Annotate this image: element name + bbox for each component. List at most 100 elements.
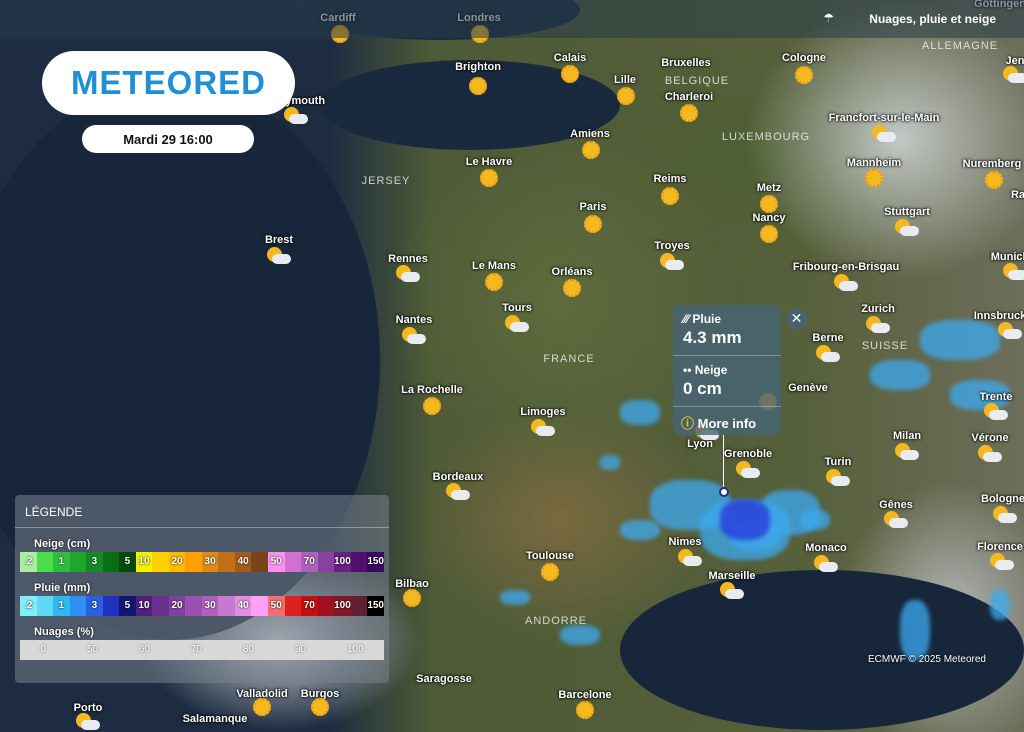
city-label[interactable]: Bologne — [981, 493, 1024, 505]
cloud-sun-icon[interactable] — [993, 506, 1017, 524]
sun-icon[interactable] — [576, 701, 594, 719]
meteored-logo[interactable]: METEORED — [42, 51, 295, 115]
cloud-sun-icon[interactable] — [531, 419, 555, 437]
cloud-sun-icon[interactable] — [1003, 263, 1024, 281]
city-label[interactable]: Mannheim — [846, 157, 902, 169]
city-label[interactable]: Nuremberg — [962, 158, 1022, 170]
city-label[interactable]: Bruxelles — [661, 57, 711, 69]
cloud-sun-icon[interactable] — [984, 403, 1008, 421]
city-label[interactable]: Cologne — [782, 52, 826, 64]
city-label[interactable]: Lyon — [687, 438, 713, 450]
sun-icon[interactable] — [403, 589, 421, 607]
city-label[interactable]: Limoges — [520, 406, 566, 418]
cloud-sun-icon[interactable] — [678, 549, 702, 567]
cloud-sun-icon[interactable] — [834, 274, 858, 292]
cloud-sun-icon[interactable] — [736, 461, 760, 479]
city-label[interactable]: Bilbao — [395, 578, 429, 590]
city-label[interactable]: Ra — [1010, 189, 1024, 201]
close-popup-button[interactable]: ✕ — [786, 308, 807, 329]
city-label[interactable]: Bordeaux — [432, 471, 484, 483]
sun-icon[interactable] — [563, 279, 581, 297]
city-label[interactable]: Nantes — [395, 314, 433, 326]
city-label[interactable]: Munich — [990, 251, 1024, 263]
cloud-sun-icon[interactable] — [872, 125, 896, 143]
city-label[interactable]: Gênes — [879, 499, 913, 511]
city-label[interactable]: Orléans — [551, 266, 593, 278]
cloud-sun-icon[interactable] — [720, 582, 744, 600]
cloud-sun-icon[interactable] — [1003, 66, 1024, 84]
city-label[interactable]: Zurich — [861, 303, 895, 315]
city-label[interactable]: Marseille — [708, 570, 756, 582]
city-label[interactable]: Rennes — [388, 253, 428, 265]
cloud-sun-icon[interactable] — [267, 247, 291, 265]
sun-icon[interactable] — [469, 77, 487, 95]
sun-icon[interactable] — [617, 87, 635, 105]
layer-selector[interactable]: Nuages, pluie et neige — [869, 12, 996, 26]
city-label[interactable]: Vérone — [971, 432, 1009, 444]
city-label[interactable]: Genève — [788, 382, 828, 394]
cloud-sun-icon[interactable] — [978, 445, 1002, 463]
location-pin[interactable] — [719, 487, 729, 497]
sun-icon[interactable] — [985, 171, 1003, 189]
cloud-sun-icon[interactable] — [895, 219, 919, 237]
city-label[interactable]: Le Mans — [471, 260, 517, 272]
city-label[interactable]: Berne — [812, 332, 844, 344]
city-label[interactable]: Toulouse — [525, 550, 575, 562]
city-label[interactable]: Turin — [824, 456, 852, 468]
cloud-sun-icon[interactable] — [76, 713, 100, 731]
cloud-sun-icon[interactable] — [814, 555, 838, 573]
sun-icon[interactable] — [865, 169, 883, 187]
city-label[interactable]: Lille — [613, 74, 637, 86]
city-label[interactable]: Monaco — [805, 542, 847, 554]
sun-icon[interactable] — [680, 104, 698, 122]
city-label[interactable]: Metz — [756, 182, 782, 194]
city-label[interactable]: Florence — [977, 541, 1023, 553]
city-label[interactable]: Brest — [264, 234, 294, 246]
cloud-sun-icon[interactable] — [505, 315, 529, 333]
city-label[interactable]: Troyes — [654, 240, 690, 252]
city-label[interactable]: Charleroi — [664, 91, 714, 103]
sun-icon[interactable] — [311, 698, 329, 716]
sun-icon[interactable] — [485, 273, 503, 291]
city-label[interactable]: Nimes — [668, 536, 702, 548]
date-time-display[interactable]: Mardi 29 16:00 — [82, 125, 254, 153]
sun-icon[interactable] — [480, 169, 498, 187]
cloud-sun-icon[interactable] — [884, 511, 908, 529]
city-label[interactable]: Fribourg-en-Brisgau — [792, 261, 900, 273]
cloud-sun-icon[interactable] — [816, 345, 840, 363]
city-label[interactable]: Innsbruck — [973, 310, 1024, 322]
city-label[interactable]: Grenoble — [723, 448, 773, 460]
cloud-sun-icon[interactable] — [402, 327, 426, 345]
city-label[interactable]: Trente — [979, 391, 1013, 403]
city-label[interactable]: Francfort-sur-le-Main — [828, 112, 940, 124]
cloud-sun-icon[interactable] — [895, 443, 919, 461]
more-info-link[interactable]: ⓘ More info — [673, 407, 781, 438]
sun-icon[interactable] — [423, 397, 441, 415]
sun-icon[interactable] — [541, 563, 559, 581]
city-label[interactable]: Valladolid — [236, 688, 288, 700]
sun-icon[interactable] — [795, 66, 813, 84]
cloud-sun-icon[interactable] — [446, 483, 470, 501]
city-label[interactable]: Stuttgart — [884, 206, 930, 218]
city-label[interactable]: Reims — [653, 173, 687, 185]
cloud-sun-icon[interactable] — [998, 322, 1022, 340]
sun-icon[interactable] — [760, 195, 778, 213]
city-label[interactable]: Jena — [1005, 55, 1024, 67]
cloud-sun-icon[interactable] — [396, 265, 420, 283]
sun-icon[interactable] — [760, 225, 778, 243]
city-label[interactable]: Milan — [892, 430, 922, 442]
cloud-sun-icon[interactable] — [866, 316, 890, 334]
sun-icon[interactable] — [253, 698, 271, 716]
sun-icon[interactable] — [561, 65, 579, 83]
sun-icon[interactable] — [582, 141, 600, 159]
city-label[interactable]: Brighton — [455, 61, 501, 73]
city-label[interactable]: Salamanque — [182, 713, 248, 725]
city-label[interactable]: Saragosse — [416, 673, 472, 685]
city-label[interactable]: Paris — [579, 201, 607, 213]
city-label[interactable]: Le Havre — [465, 156, 513, 168]
cloud-sun-icon[interactable] — [660, 253, 684, 271]
cloud-sun-icon[interactable] — [826, 469, 850, 487]
cloud-sun-icon[interactable] — [284, 107, 308, 125]
sun-icon[interactable] — [584, 215, 602, 233]
